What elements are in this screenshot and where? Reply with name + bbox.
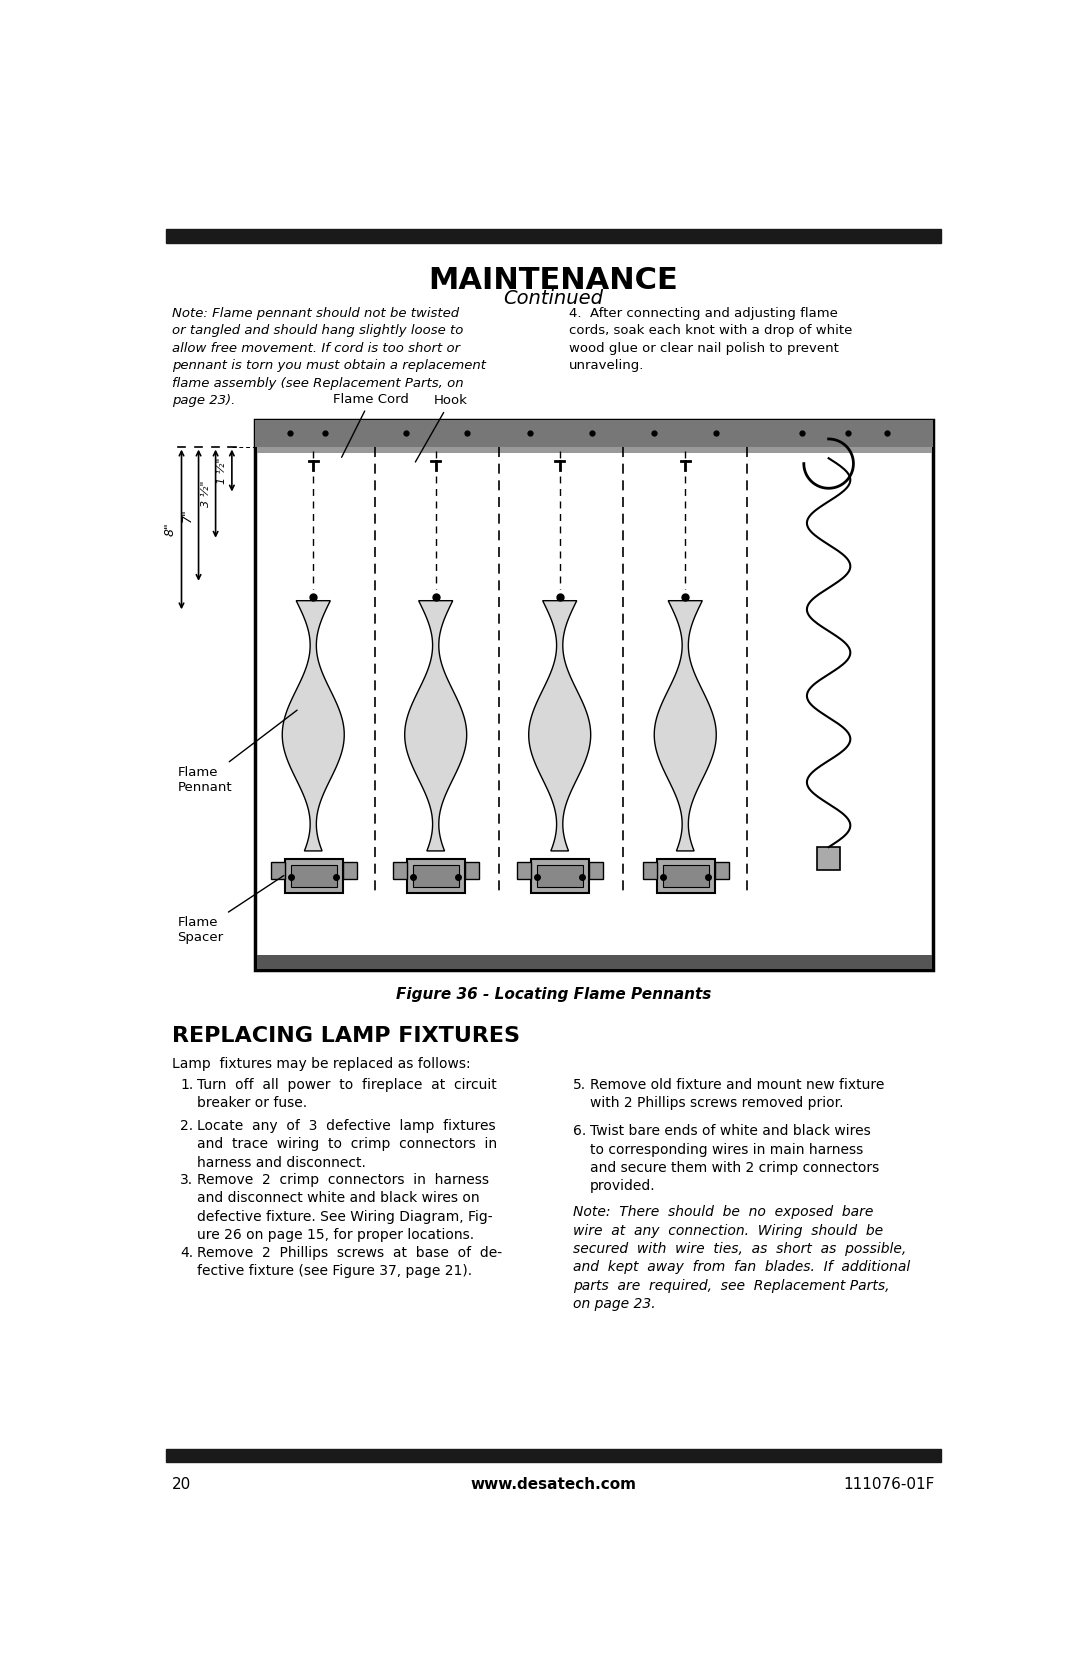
- Bar: [393, 863, 407, 880]
- Text: Remove  2  Phillips  screws  at  base  of  de-
fective fixture (see Figure 37, p: Remove 2 Phillips screws at base of de- …: [197, 1247, 502, 1278]
- Bar: [407, 858, 465, 893]
- Bar: [715, 863, 729, 880]
- Text: Twist bare ends of white and black wires
to corresponding wires in main harness
: Twist bare ends of white and black wires…: [590, 1125, 879, 1193]
- Bar: [465, 863, 480, 880]
- Text: Flame
Pennant: Flame Pennant: [177, 711, 297, 794]
- Text: 2.: 2.: [180, 1118, 193, 1133]
- Bar: [816, 848, 840, 870]
- Bar: [643, 863, 657, 880]
- Bar: [257, 955, 932, 968]
- Bar: [531, 858, 590, 893]
- Text: 111076-01F: 111076-01F: [843, 1477, 935, 1492]
- Polygon shape: [529, 601, 591, 851]
- Bar: [284, 858, 342, 893]
- Text: Hook: Hook: [416, 394, 468, 462]
- Text: Turn  off  all  power  to  fireplace  at  circuit
breaker or fuse.: Turn off all power to fireplace at circu…: [197, 1078, 497, 1110]
- Text: 20: 20: [172, 1477, 191, 1492]
- Bar: [166, 1449, 941, 1462]
- Text: REPLACING LAMP FIXTURES: REPLACING LAMP FIXTURES: [172, 1026, 521, 1046]
- Bar: [257, 447, 932, 452]
- Polygon shape: [405, 601, 467, 851]
- Text: 5.: 5.: [572, 1078, 586, 1092]
- Bar: [166, 229, 941, 242]
- Text: 6.: 6.: [572, 1125, 586, 1138]
- Bar: [663, 865, 708, 888]
- Text: MAINTENANCE: MAINTENANCE: [429, 265, 678, 295]
- Text: Locate  any  of  3  defective  lamp  fixtures
and  trace  wiring  to  crimp  con: Locate any of 3 defective lamp fixtures …: [197, 1118, 497, 1170]
- Polygon shape: [282, 601, 345, 851]
- Text: 4.: 4.: [180, 1247, 193, 1260]
- Text: Flame
Spacer: Flame Spacer: [177, 876, 284, 945]
- Text: Remove old fixture and mount new fixture
with 2 Phillips screws removed prior.: Remove old fixture and mount new fixture…: [590, 1078, 885, 1110]
- Text: 3.: 3.: [180, 1173, 193, 1187]
- Bar: [342, 863, 356, 880]
- Text: Continued: Continued: [503, 289, 604, 307]
- Bar: [414, 865, 459, 888]
- Text: Note:  There  should  be  no  exposed  bare
wire  at  any  connection.  Wiring  : Note: There should be no exposed bare wi…: [572, 1205, 910, 1312]
- Text: 8": 8": [164, 522, 177, 536]
- Text: 7": 7": [181, 509, 194, 522]
- Text: Remove  2  crimp  connectors  in  harness
and disconnect white and black wires o: Remove 2 crimp connectors in harness and…: [197, 1173, 492, 1242]
- Bar: [517, 863, 531, 880]
- Bar: [291, 865, 337, 888]
- Text: Lamp  fixtures may be replaced as follows:: Lamp fixtures may be replaced as follows…: [172, 1056, 471, 1070]
- Text: 3 ½": 3 ½": [201, 481, 211, 507]
- Bar: [537, 865, 583, 888]
- Text: 4.  After connecting and adjusting flame
cords, soak each knot with a drop of wh: 4. After connecting and adjusting flame …: [569, 307, 852, 372]
- Bar: [657, 858, 715, 893]
- Bar: [255, 419, 933, 970]
- Bar: [255, 419, 933, 447]
- Text: Figure 36 - Locating Flame Pennants: Figure 36 - Locating Flame Pennants: [395, 988, 712, 1001]
- Text: 1 ½": 1 ½": [217, 457, 227, 484]
- Bar: [590, 863, 603, 880]
- Text: www.desatech.com: www.desatech.com: [471, 1477, 636, 1492]
- Polygon shape: [654, 601, 716, 851]
- Text: Flame Cord: Flame Cord: [333, 392, 408, 457]
- Bar: [271, 863, 284, 880]
- Text: 1.: 1.: [180, 1078, 193, 1092]
- Text: Note: Flame pennant should not be twisted
or tangled and should hang slightly lo: Note: Flame pennant should not be twiste…: [172, 307, 486, 407]
